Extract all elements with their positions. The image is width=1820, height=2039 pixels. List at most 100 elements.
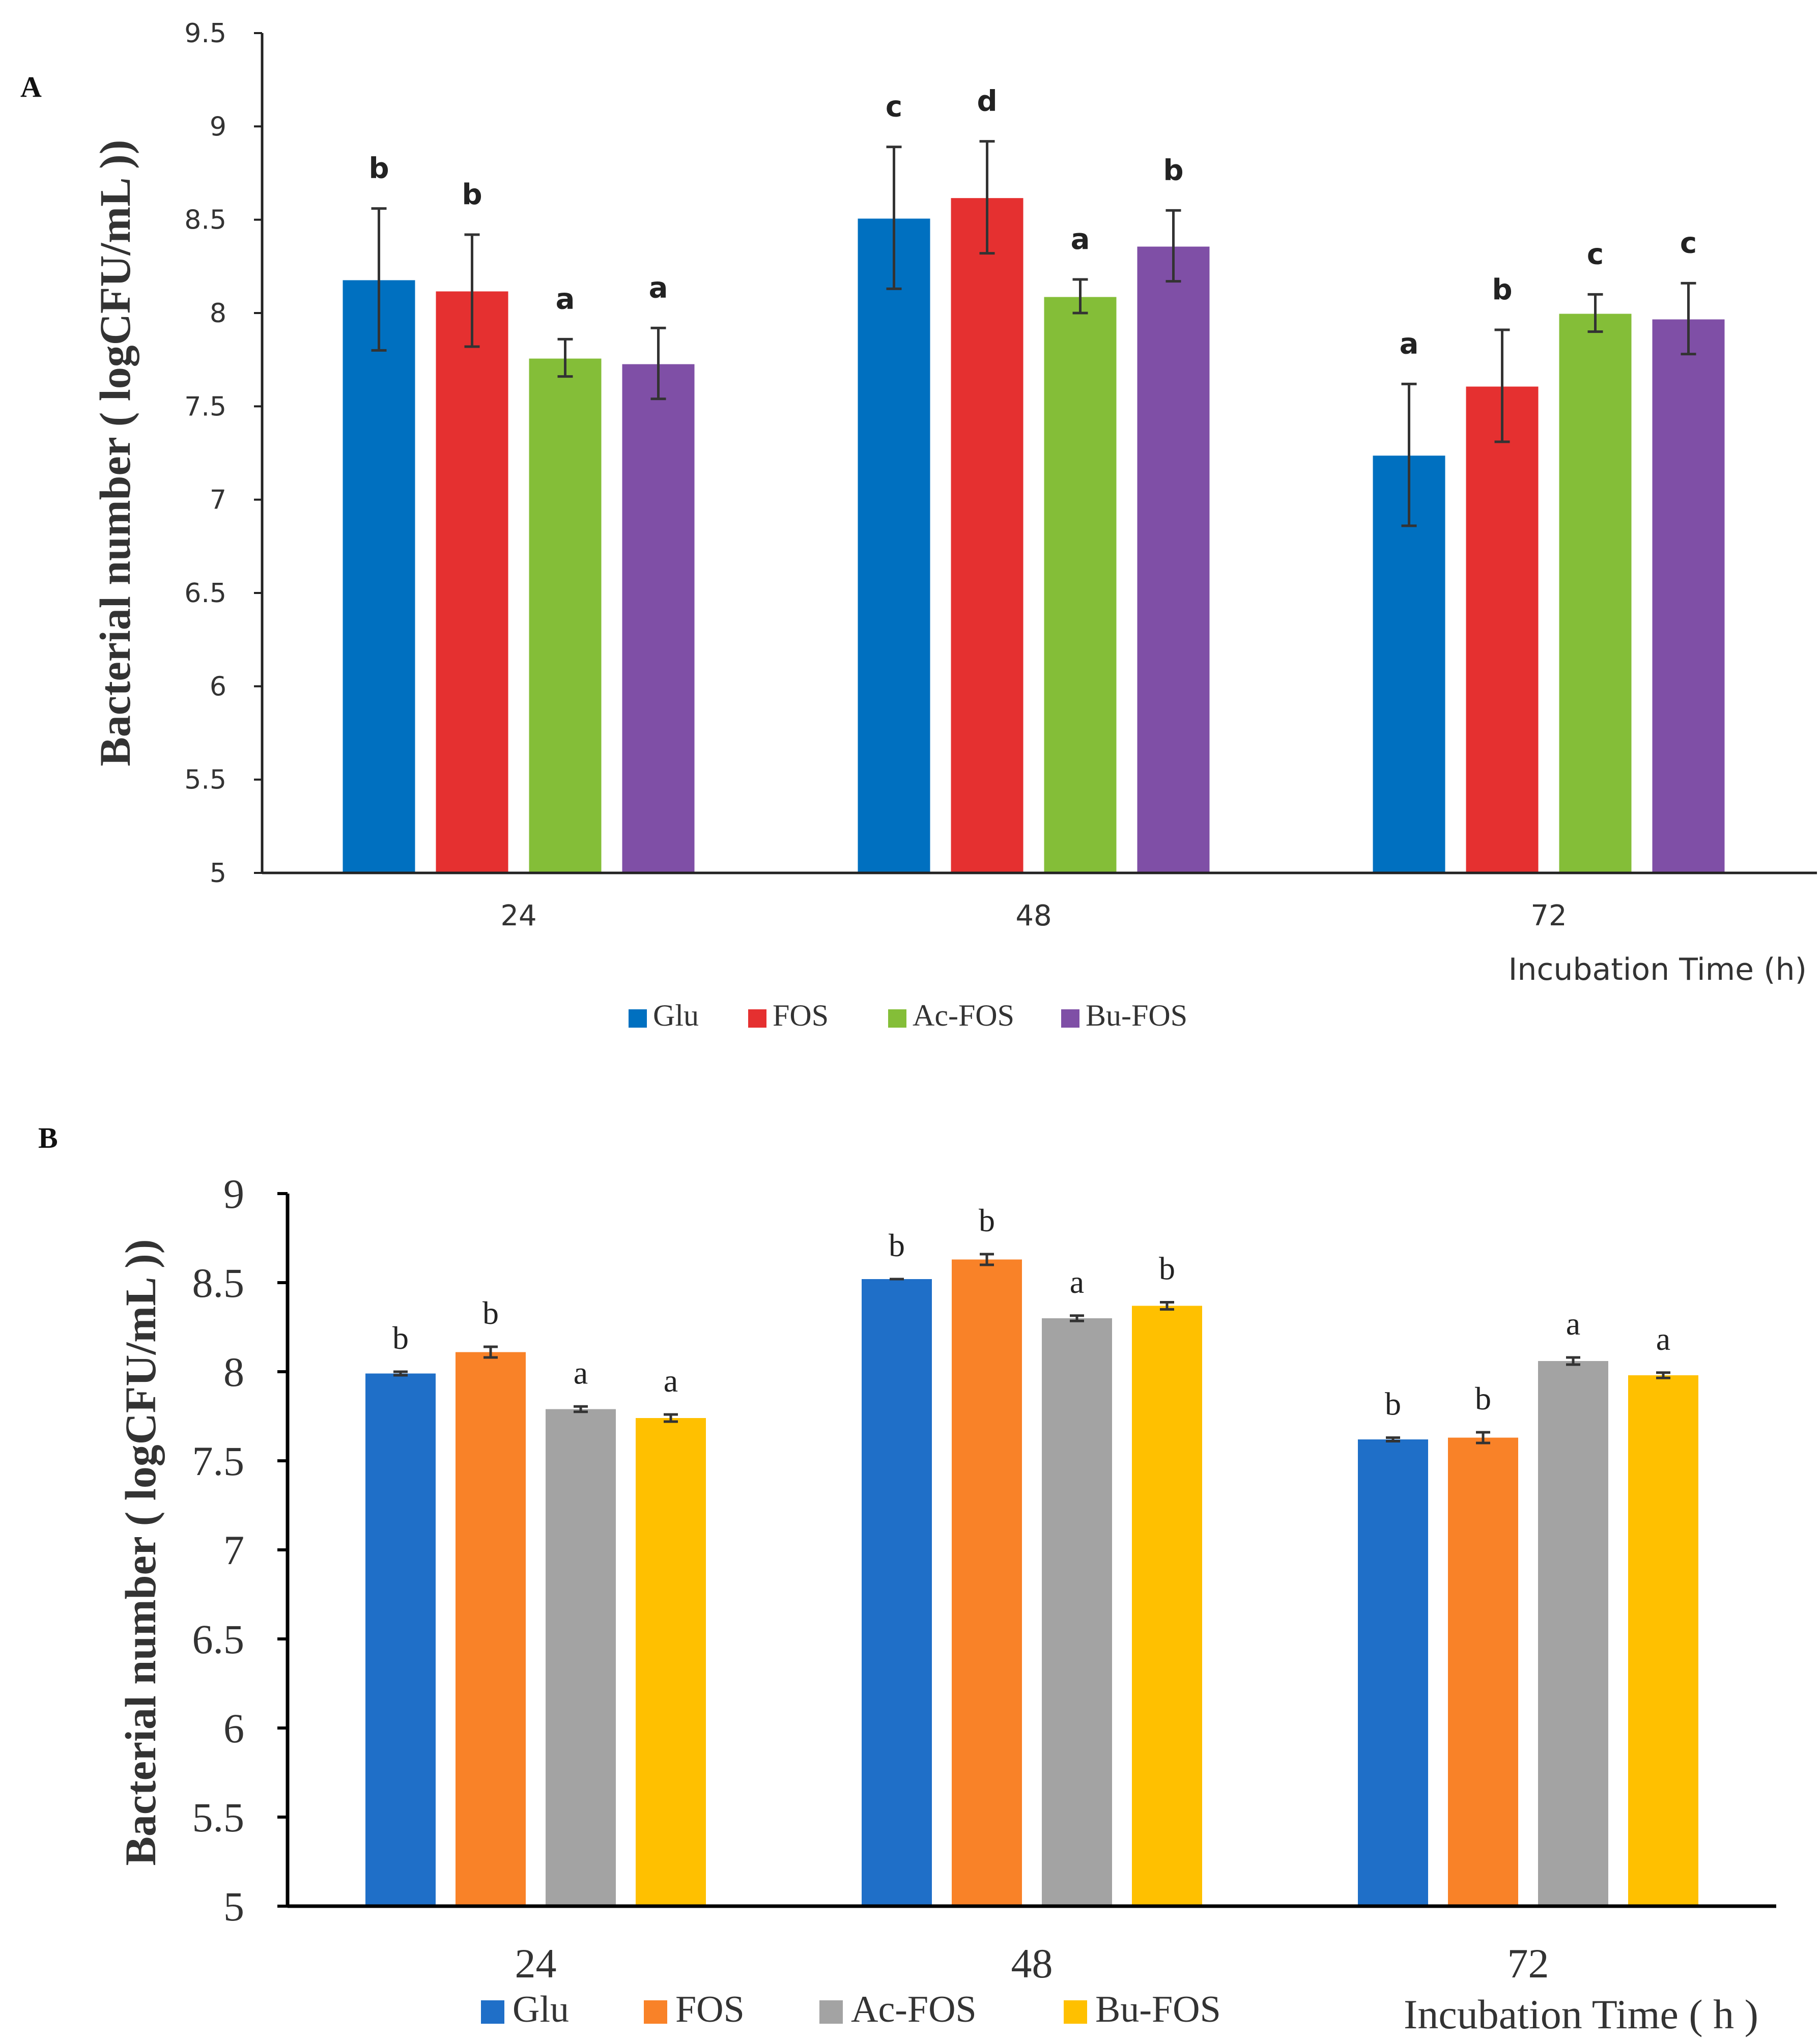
significance-label-ac-fos-72: c bbox=[1587, 238, 1604, 271]
legend-label-glu: Glu bbox=[653, 999, 699, 1032]
x-category-label-48: 48 bbox=[1011, 1940, 1053, 1987]
bar-bu-fos-24 bbox=[620, 362, 696, 874]
legend: Glu FOS Ac-FOS Bu-FOS bbox=[629, 999, 1187, 1032]
error-bar-ac-fos-24 bbox=[574, 1405, 588, 1413]
significance-label-glu-72: b bbox=[1385, 1386, 1401, 1422]
x-category-label-72: 72 bbox=[1530, 899, 1567, 932]
significance-label-ac-fos-24: a bbox=[556, 282, 575, 316]
significance-label-glu-24: b bbox=[368, 152, 389, 185]
bar-fos-72 bbox=[1448, 1437, 1518, 1906]
bar-fos-48 bbox=[952, 1259, 1022, 1906]
y-tick-label: 8 bbox=[223, 1349, 244, 1395]
bar-glu-48 bbox=[862, 1279, 932, 1906]
x-axis-label: Incubation Time (h) bbox=[1509, 952, 1807, 987]
y-tick-label: 9 bbox=[223, 1171, 244, 1217]
y-tick-label: 5.5 bbox=[184, 765, 226, 796]
significance-label-fos-24: b bbox=[482, 1295, 499, 1331]
significance-label-bu-fos-72: a bbox=[1656, 1321, 1670, 1357]
y-tick-label: 6.5 bbox=[192, 1616, 245, 1662]
significance-label-glu-72: a bbox=[1400, 327, 1419, 360]
y-tick-label: 7 bbox=[223, 1527, 244, 1573]
legend-swatch-bu-fos bbox=[1064, 2000, 1087, 2024]
significance-label-bu-fos-24: a bbox=[664, 1363, 678, 1399]
bar-bu-fos-48 bbox=[1132, 1306, 1202, 1906]
error-bar-fos-72 bbox=[1494, 328, 1510, 443]
bar-bu-fos-72 bbox=[1651, 318, 1726, 874]
error-bar-ac-fos-48 bbox=[1072, 278, 1088, 315]
significance-label-fos-48: b bbox=[979, 1202, 995, 1238]
significance-label-ac-fos-72: a bbox=[1566, 1306, 1580, 1342]
chart-b: b b b b b b a a a a b a 5 5.5 6 6.5 7 7.5 8 8.5 9 24 48 72Incub… bbox=[116, 1171, 1776, 2037]
bar-glu-24 bbox=[341, 278, 417, 874]
panel-letter-a: A bbox=[20, 70, 42, 103]
x-category-label-24: 24 bbox=[515, 1940, 557, 1987]
significance-label-ac-fos-48: a bbox=[1071, 223, 1090, 256]
y-tick-label: 9 bbox=[210, 111, 226, 142]
error-bar-fos-48 bbox=[980, 1253, 994, 1266]
bar-ac-fos-48 bbox=[1042, 1318, 1112, 1906]
bar-bu-fos-72 bbox=[1628, 1375, 1698, 1906]
y-axis-label: Bacterial number ( logCFU/mL )) bbox=[116, 1239, 165, 1866]
chart-a: b c a b d b a a c a b c 5 5.5 6 6.5 7 7.5 8 8.5 9 9.5 24 48 72 In… bbox=[91, 18, 1817, 1032]
error-bar-ac-fos-48 bbox=[1070, 1314, 1084, 1322]
y-tick-label: 7.5 bbox=[192, 1438, 245, 1484]
error-bar-glu-72 bbox=[1401, 382, 1417, 527]
y-tick-label: 6 bbox=[223, 1705, 244, 1751]
significance-label-bu-fos-24: a bbox=[649, 271, 668, 304]
significance-label-fos-72: b bbox=[1492, 273, 1512, 306]
error-bar-bu-fos-24 bbox=[650, 326, 666, 401]
error-bar-ac-fos-24 bbox=[557, 337, 573, 378]
bar-fos-72 bbox=[1464, 385, 1540, 874]
significance-label-bu-fos-72: c bbox=[1680, 226, 1697, 260]
significance-label-ac-fos-24: a bbox=[574, 1354, 588, 1391]
legend-swatch-glu bbox=[629, 1009, 647, 1028]
legend-swatch-fos bbox=[644, 2000, 667, 2024]
y-tick-label: 5 bbox=[210, 858, 226, 889]
legend-label-ac-fos: Ac-FOS bbox=[913, 999, 1014, 1032]
y-tick-label: 7.5 bbox=[184, 391, 226, 422]
x-category-label-72: 72 bbox=[1508, 1940, 1549, 1987]
legend-swatch-ac-fos bbox=[888, 1009, 906, 1028]
legend-label-fos: FOS bbox=[675, 1989, 745, 2030]
error-bar-bu-fos-48 bbox=[1165, 209, 1181, 283]
legend: Glu FOS Ac-FOS Bu-FOS bbox=[481, 1989, 1221, 2030]
y-tick-label: 5 bbox=[223, 1883, 244, 1930]
error-bar-glu-72 bbox=[1386, 1436, 1400, 1442]
significance-label-bu-fos-48: b bbox=[1159, 1251, 1175, 1287]
bar-bu-fos-24 bbox=[636, 1418, 706, 1906]
error-bar-ac-fos-72 bbox=[1566, 1356, 1580, 1366]
y-tick-label: 6.5 bbox=[184, 578, 226, 609]
significance-label-fos-24: b bbox=[462, 178, 482, 211]
bar-ac-fos-24 bbox=[527, 357, 603, 874]
legend-label-ac-fos: Ac-FOS bbox=[851, 1989, 977, 2030]
y-tick-label: 8.5 bbox=[192, 1260, 245, 1306]
error-bar-bu-fos-72 bbox=[1681, 281, 1696, 356]
legend-swatch-bu-fos bbox=[1061, 1009, 1079, 1028]
bar-glu-72 bbox=[1358, 1439, 1428, 1906]
error-bar-glu-24 bbox=[371, 207, 387, 352]
x-axis-label: Incubation Time ( h ) bbox=[1404, 1991, 1758, 2037]
error-bar-bu-fos-72 bbox=[1656, 1371, 1670, 1379]
error-bar-glu-24 bbox=[393, 1370, 408, 1377]
bar-fos-24 bbox=[456, 1352, 526, 1906]
significance-label-bu-fos-48: b bbox=[1163, 154, 1183, 187]
bar-glu-48 bbox=[856, 217, 932, 874]
x-category-label-24: 24 bbox=[500, 899, 536, 932]
error-bar-bu-fos-48 bbox=[1160, 1301, 1174, 1311]
y-tick-label: 8 bbox=[210, 298, 226, 329]
error-bar-ac-fos-72 bbox=[1587, 293, 1603, 333]
bar-fos-48 bbox=[949, 196, 1025, 874]
bar-fos-24 bbox=[434, 290, 510, 874]
legend-swatch-glu bbox=[481, 2000, 504, 2024]
legend-label-fos: FOS bbox=[773, 999, 829, 1032]
error-bar-fos-48 bbox=[979, 140, 995, 255]
y-tick-label: 8.5 bbox=[184, 205, 226, 236]
error-bar-glu-48 bbox=[886, 146, 902, 290]
error-bar-bu-fos-24 bbox=[664, 1413, 678, 1423]
significance-label-glu-48: b bbox=[889, 1227, 905, 1263]
legend-swatch-fos bbox=[748, 1009, 766, 1028]
y-tick-label: 9.5 bbox=[184, 18, 226, 49]
significance-label-fos-72: b bbox=[1475, 1380, 1491, 1417]
error-bar-fos-72 bbox=[1476, 1431, 1490, 1445]
x-category-label-48: 48 bbox=[1015, 899, 1051, 932]
